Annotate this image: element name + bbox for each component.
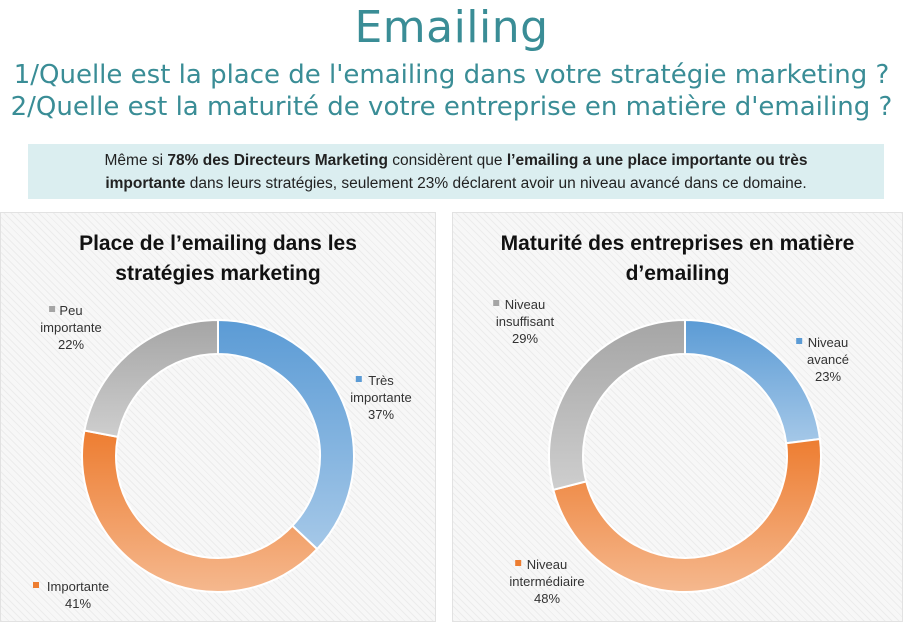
slice-value-label: 23% xyxy=(815,369,841,384)
slice-label: Peu importante 22% xyxy=(40,303,101,352)
chart-title: Place de l’emailing dans les stratégies … xyxy=(1,229,435,289)
slice-label: Importante 41% xyxy=(33,579,109,611)
slice-value-label: 48% xyxy=(534,591,560,606)
slice-name-label: importante xyxy=(350,390,411,405)
donut-slice xyxy=(217,318,355,551)
chart-panel-maturite: Maturité des entreprises en matière d’em… xyxy=(452,212,903,622)
chart-title-line-2: d’emailing xyxy=(625,262,730,285)
summary-bold-1: 78% des Directeurs Marketing xyxy=(167,152,388,169)
legend-marker xyxy=(49,306,56,312)
slice-label: Très importante 37% xyxy=(350,373,411,422)
slice-name-label: Très xyxy=(368,373,394,388)
summary-bold-2a: l’emailing a une place importante ou trè… xyxy=(506,152,808,169)
summary-text-2: considèrent que xyxy=(387,152,507,169)
slice-name-label: Niveau xyxy=(527,557,567,572)
donut-slice xyxy=(548,318,686,492)
chart-title-line-1: Place de l’emailing dans les xyxy=(79,232,357,255)
question-2: 2/Quelle est la maturité de votre entrep… xyxy=(10,92,893,122)
legend-marker xyxy=(515,560,522,566)
chart-title: Maturité des entreprises en matière d’em… xyxy=(453,229,902,289)
legend-marker xyxy=(33,582,39,588)
chart-title-line-1: Maturité des entreprises en matière xyxy=(500,232,855,255)
summary-box: Même si 78% des Directeurs Marketing con… xyxy=(28,144,884,199)
slice-value-label: 37% xyxy=(368,407,394,422)
slice-name-label: Niveau xyxy=(505,297,545,312)
slice-name-label: Importante xyxy=(47,579,109,594)
donut-chart-place: Très importante 37% Importante 41% Peu importa… xyxy=(33,303,412,611)
slice-label: Niveau insuffisant 29% xyxy=(493,297,555,346)
slice-name-label: Peu xyxy=(59,303,82,318)
donut-slice xyxy=(83,318,219,439)
donut-chart-maturite: Niveauavancé23%Niveauintermédiaire48%Niv… xyxy=(493,297,849,606)
summary-text-3: dans leurs stratégies, seulement 23% déc… xyxy=(185,175,807,192)
page-title: Emailing xyxy=(354,2,549,53)
legend-marker xyxy=(355,376,362,382)
slice-name-label: avancé xyxy=(807,352,849,367)
slice-value-label: 29% xyxy=(512,331,538,346)
question-1: 1/Quelle est la place de l'emailing dans… xyxy=(13,60,890,90)
chart-title-line-2: stratégies marketing xyxy=(115,262,321,285)
legend-marker xyxy=(796,338,803,344)
slice-name-label: Niveau xyxy=(808,335,848,350)
slice-name-label: intermédiaire xyxy=(509,574,584,589)
donut-slice xyxy=(552,437,822,593)
legend-marker xyxy=(493,300,500,306)
summary-bold-2b: importante xyxy=(105,175,186,192)
slice-name-label: importante xyxy=(40,320,101,335)
slice-value-label: 41% xyxy=(65,596,91,611)
summary-text-1: Même si xyxy=(104,152,168,169)
slice-label: Niveau avancé 23% xyxy=(796,335,849,384)
slice-value-label: 22% xyxy=(58,337,84,352)
chart-panel-place: Place de l’emailing dans les stratégies … xyxy=(0,212,436,622)
donut-slice xyxy=(81,429,319,593)
slice-label: Niveau intermédiaire 48% xyxy=(509,557,584,606)
slice-name-label: insuffisant xyxy=(496,314,555,329)
